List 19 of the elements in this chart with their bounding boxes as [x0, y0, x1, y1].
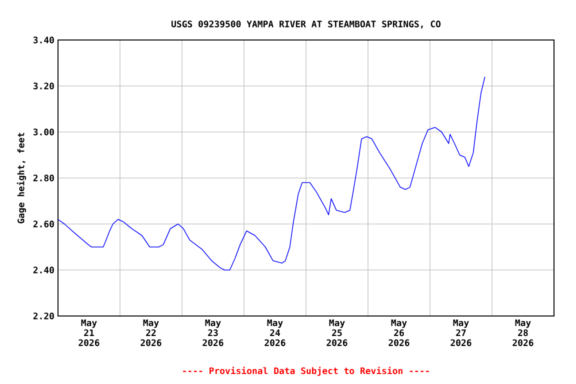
y-tick-label: 3.20 [33, 82, 54, 90]
x-tick-label: May 22 2026 [140, 320, 162, 346]
y-tick-label: 3.00 [33, 128, 54, 136]
y-tick-label: 3.40 [33, 36, 54, 44]
x-tick-label: May 28 2026 [512, 320, 534, 346]
y-axis-title: Gage height, feet [16, 132, 26, 224]
x-tick-label: May 21 2026 [78, 320, 100, 346]
x-tick-label: May 23 2026 [202, 320, 224, 346]
chart-title: USGS 09239500 YAMPA RIVER AT STEAMBOAT SPRINGS, CO [172, 20, 441, 28]
y-tick-label: 2.20 [33, 312, 54, 320]
line-series [58, 76, 486, 270]
y-tick-label: 2.80 [33, 174, 54, 182]
x-tick-label: May 26 2026 [388, 320, 410, 346]
x-tick-label: May 24 2026 [264, 320, 286, 346]
x-tick-label: May 25 2026 [326, 320, 348, 346]
y-tick-label: 2.40 [33, 266, 54, 274]
y-tick-label: 2.60 [33, 220, 54, 228]
x-tick-label: May 27 2026 [450, 320, 472, 346]
text: ---- Provisional Data Subject to Revision ---- [183, 366, 429, 376]
